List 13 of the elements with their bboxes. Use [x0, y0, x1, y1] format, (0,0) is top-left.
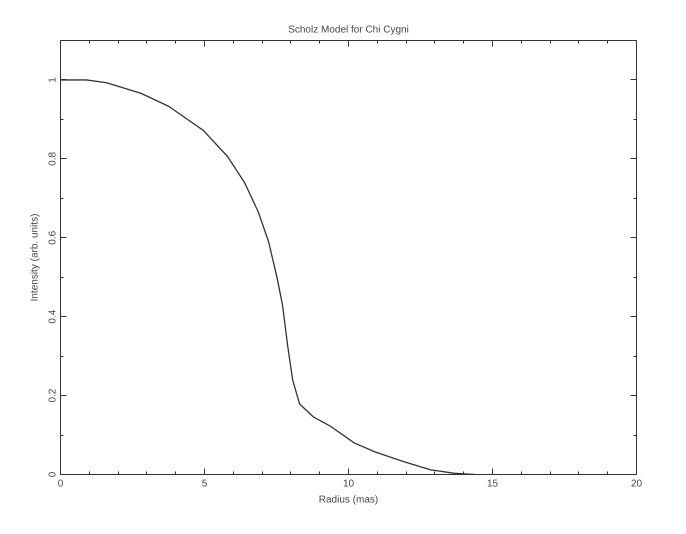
x-tick-label: 15: [486, 478, 498, 490]
x-tick-label: 5: [202, 478, 208, 490]
y-axis-title: Intensity (arb. units): [30, 214, 40, 302]
y-tick-label: 1: [48, 76, 58, 83]
x-axis-title: Radius (mas): [318, 494, 378, 506]
y-tick-label: 0.2: [48, 388, 58, 403]
y-tick-label: 0.6: [48, 230, 58, 245]
y-tick-label: 0.4: [48, 309, 58, 324]
y-tick-label: 0.8: [48, 151, 58, 166]
y-tick-label: 0: [48, 471, 58, 478]
chart-title: Scholz Model for Chi Cygni: [288, 24, 409, 36]
x-tick-label: 20: [630, 478, 642, 490]
x-tick-label: 10: [342, 478, 354, 490]
